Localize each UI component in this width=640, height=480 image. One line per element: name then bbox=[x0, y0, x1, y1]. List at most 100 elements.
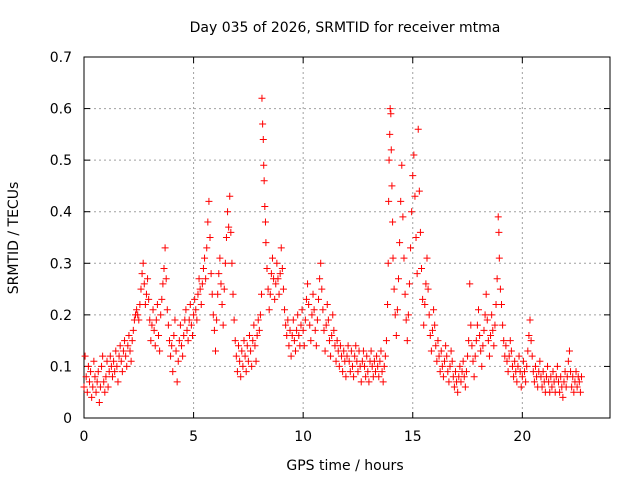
data-point bbox=[262, 239, 270, 247]
data-point bbox=[184, 337, 192, 345]
data-point bbox=[451, 368, 459, 376]
data-point bbox=[439, 373, 447, 381]
x-tick-label: 10 bbox=[294, 429, 312, 445]
chart-title: Day 035 of 2026, SRMTID for receiver mtm… bbox=[190, 20, 501, 36]
data-point bbox=[311, 326, 319, 334]
data-point bbox=[80, 383, 88, 391]
data-point bbox=[525, 331, 533, 339]
data-point bbox=[148, 321, 156, 329]
data-point bbox=[112, 347, 120, 355]
data-point bbox=[216, 254, 224, 262]
data-point bbox=[503, 357, 511, 365]
data-point bbox=[494, 213, 502, 221]
data-point bbox=[446, 362, 454, 370]
data-point bbox=[565, 347, 573, 355]
data-point bbox=[419, 295, 427, 303]
data-point bbox=[365, 378, 373, 386]
data-point bbox=[436, 368, 444, 376]
data-point bbox=[467, 321, 475, 329]
data-point bbox=[248, 362, 256, 370]
data-point bbox=[442, 342, 450, 350]
data-point bbox=[226, 192, 234, 200]
data-point bbox=[390, 285, 398, 293]
data-point bbox=[81, 352, 89, 360]
data-point bbox=[282, 321, 290, 329]
data-point bbox=[162, 275, 170, 283]
data-point bbox=[241, 352, 249, 360]
data-point bbox=[493, 275, 501, 283]
y-tick-label: 0.3 bbox=[50, 256, 72, 272]
data-point bbox=[286, 326, 294, 334]
data-point bbox=[375, 373, 383, 381]
data-point bbox=[496, 285, 504, 293]
data-point bbox=[236, 357, 244, 365]
data-point bbox=[313, 316, 321, 324]
data-point bbox=[323, 301, 331, 309]
data-point bbox=[264, 285, 272, 293]
data-point bbox=[115, 352, 123, 360]
data-point bbox=[295, 331, 303, 339]
data-point bbox=[444, 368, 452, 376]
data-point bbox=[263, 264, 271, 272]
data-point bbox=[126, 347, 134, 355]
data-point bbox=[573, 383, 581, 391]
data-point bbox=[173, 378, 181, 386]
data-point bbox=[392, 331, 400, 339]
data-point bbox=[215, 270, 223, 278]
data-point bbox=[288, 331, 296, 339]
data-point bbox=[399, 213, 407, 221]
data-point bbox=[438, 362, 446, 370]
data-point bbox=[378, 368, 386, 376]
data-point bbox=[243, 342, 251, 350]
data-point bbox=[254, 316, 262, 324]
data-point bbox=[192, 306, 200, 314]
data-point bbox=[210, 326, 218, 334]
data-point bbox=[230, 316, 238, 324]
data-point bbox=[191, 295, 199, 303]
data-point bbox=[559, 393, 567, 401]
data-point bbox=[418, 264, 426, 272]
data-point bbox=[96, 383, 104, 391]
data-point bbox=[450, 383, 458, 391]
data-point bbox=[393, 306, 401, 314]
data-point bbox=[104, 383, 112, 391]
data-point bbox=[405, 280, 413, 288]
data-point bbox=[389, 218, 397, 226]
data-point bbox=[413, 270, 421, 278]
data-point bbox=[500, 337, 508, 345]
data-point bbox=[404, 311, 412, 319]
data-point bbox=[428, 326, 436, 334]
data-point bbox=[255, 326, 263, 334]
data-point bbox=[511, 357, 519, 365]
data-point bbox=[134, 311, 142, 319]
data-point bbox=[228, 259, 236, 267]
data-point bbox=[89, 383, 97, 391]
data-point bbox=[197, 301, 205, 309]
data-point bbox=[294, 311, 302, 319]
data-point bbox=[199, 264, 207, 272]
data-point bbox=[275, 290, 283, 298]
data-point bbox=[267, 270, 275, 278]
data-point bbox=[187, 321, 195, 329]
data-point bbox=[538, 383, 546, 391]
data-point bbox=[169, 368, 177, 376]
data-point bbox=[504, 368, 512, 376]
data-point bbox=[279, 285, 287, 293]
data-point bbox=[359, 347, 367, 355]
data-point bbox=[518, 373, 526, 381]
data-point bbox=[335, 362, 343, 370]
data-point bbox=[139, 259, 147, 267]
data-point bbox=[361, 362, 369, 370]
data-point bbox=[408, 208, 416, 216]
data-point bbox=[491, 321, 499, 329]
data-point bbox=[213, 316, 221, 324]
data-point bbox=[271, 295, 279, 303]
data-point bbox=[242, 368, 250, 376]
y-axis-label: SRMTID / TECUs bbox=[6, 182, 22, 295]
x-tick-label: 5 bbox=[189, 429, 198, 445]
data-point bbox=[229, 290, 237, 298]
data-point bbox=[221, 259, 229, 267]
data-point bbox=[441, 357, 449, 365]
data-point bbox=[556, 388, 564, 396]
